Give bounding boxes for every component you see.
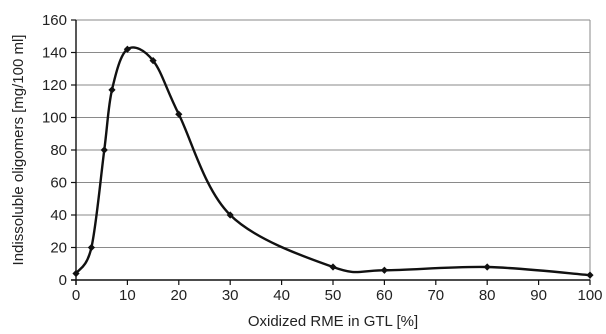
x-tick-label: 90: [530, 287, 547, 304]
y-tick-label: 80: [50, 142, 67, 159]
y-tick-label: 120: [42, 77, 67, 94]
data-point: [72, 269, 80, 278]
x-tick-label: 40: [273, 287, 290, 304]
y-tick-label: 40: [50, 207, 67, 224]
x-tick-label: 0: [72, 287, 80, 304]
x-tick-label: 100: [577, 287, 602, 304]
data-point: [586, 271, 594, 279]
y-tick-label: 20: [50, 240, 67, 257]
x-axis-title: Oxidized RME in GTL [%]: [248, 313, 418, 330]
axes: [71, 19, 591, 285]
tick-labels: 0 20 40 60 80 100 120 140 160 0 10 20 30 40 50 60 70 80 90…: [42, 12, 603, 304]
data-point: [226, 211, 234, 219]
y-tick-label: 100: [42, 110, 67, 127]
x-tick-label: 80: [479, 287, 496, 304]
data-markers: [72, 45, 594, 279]
data-point: [123, 45, 131, 53]
x-tick-label: 10: [119, 287, 136, 304]
data-point: [380, 266, 388, 274]
x-tick-label: 30: [222, 287, 239, 304]
data-point: [100, 146, 108, 154]
series-line: [74, 46, 591, 277]
x-tick-label: 20: [170, 287, 187, 304]
y-tick-label: 160: [42, 12, 67, 29]
data-point: [175, 110, 183, 118]
data-point: [108, 86, 116, 94]
y-axis-title: Indissoluble oligomers [mg/100 ml]: [10, 35, 27, 266]
data-point: [149, 57, 157, 65]
y-tick-label: 60: [50, 175, 67, 192]
data-point: [483, 263, 491, 271]
data-point: [87, 243, 96, 252]
y-tick-label: 140: [42, 45, 67, 62]
grid-lines: [76, 19, 591, 280]
y-tick-label: 0: [59, 272, 67, 289]
x-tick-label: 70: [427, 287, 444, 304]
x-tick-label: 50: [325, 287, 342, 304]
x-tick-label: 60: [376, 287, 393, 304]
data-point: [329, 263, 337, 271]
